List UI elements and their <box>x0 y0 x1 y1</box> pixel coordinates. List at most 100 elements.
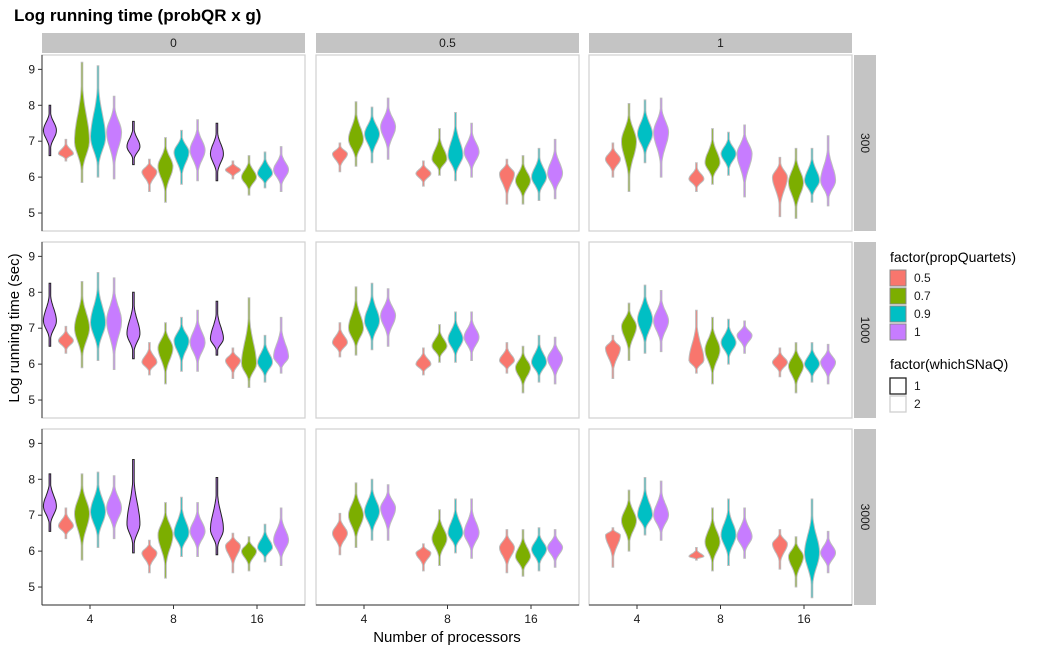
violin <box>637 477 653 536</box>
violin <box>704 507 721 572</box>
violin <box>736 507 753 559</box>
y-tick-label: 7 <box>28 508 35 522</box>
violin <box>547 336 564 385</box>
violin <box>189 309 206 372</box>
violin <box>463 498 480 559</box>
col-strip-label: 0.5 <box>439 36 456 50</box>
violin <box>447 311 464 363</box>
violin <box>736 124 753 198</box>
y-tick-label: 6 <box>28 544 35 558</box>
violin <box>636 284 654 354</box>
violin <box>447 498 464 554</box>
y-tick-label: 9 <box>28 249 35 263</box>
panel: 5 6 7 8 9 <box>28 54 306 232</box>
fill-legend-label: 0.7 <box>914 289 931 303</box>
x-tick-label: 8 <box>444 612 451 626</box>
color-legend-key <box>889 395 907 413</box>
panel <box>588 241 853 419</box>
violin <box>688 547 705 561</box>
violin <box>224 532 241 574</box>
violin <box>463 311 480 361</box>
x-tick-label: 4 <box>361 612 368 626</box>
violin <box>225 347 241 379</box>
x-tick-label: 4 <box>87 612 94 626</box>
fill-legend-key <box>889 269 907 287</box>
violin <box>256 334 274 383</box>
violin <box>332 142 348 173</box>
violin <box>463 122 480 178</box>
violin-snaq1 <box>42 473 57 532</box>
violin <box>257 523 273 563</box>
violin <box>157 502 174 579</box>
color-legend-title: factor(whichSNaQ) <box>890 356 1008 372</box>
panel: 4 8 16 <box>315 428 580 626</box>
panel <box>315 241 580 419</box>
fill-legend-label: 0.5 <box>914 271 931 285</box>
y-tick-label: 5 <box>28 393 35 407</box>
violin <box>787 342 805 394</box>
violin <box>530 334 548 383</box>
violin <box>688 309 705 374</box>
violin <box>820 530 836 574</box>
fill-legend-key <box>889 305 907 323</box>
color-legend-label: 2 <box>914 397 921 411</box>
violin <box>604 142 621 178</box>
violin <box>653 290 670 353</box>
y-axis-title: Log running time (sec) <box>6 253 23 402</box>
violin <box>224 160 241 180</box>
violin <box>89 471 107 548</box>
x-tick-label: 16 <box>524 612 538 626</box>
violin <box>788 147 805 219</box>
violin-snaq1 <box>209 300 224 356</box>
violin <box>106 95 123 180</box>
violin <box>332 512 348 556</box>
violin <box>431 509 448 566</box>
panel-border <box>41 54 306 232</box>
violin <box>531 147 547 201</box>
violin <box>57 138 74 162</box>
violin <box>515 155 531 205</box>
violin <box>58 507 74 540</box>
violin <box>189 502 206 557</box>
violin-snaq1 <box>126 459 141 554</box>
violin <box>189 119 206 182</box>
fill-legend-key <box>889 323 907 341</box>
violin <box>380 484 396 541</box>
row-strip-label: 3000 <box>858 504 872 531</box>
violin <box>363 282 381 351</box>
violin <box>73 473 91 561</box>
violin <box>514 345 532 394</box>
y-tick-label: 8 <box>28 98 35 112</box>
violin <box>173 129 190 185</box>
panel: 5 6 7 8 9 <box>28 241 306 419</box>
panel: 4 8 16 <box>588 428 853 626</box>
violin <box>547 138 564 200</box>
violin <box>820 135 837 207</box>
violin <box>771 347 788 378</box>
violin <box>273 146 289 192</box>
violin <box>720 131 737 176</box>
violin-snaq1 <box>209 477 224 556</box>
violin <box>347 482 365 548</box>
violin <box>620 103 638 192</box>
row-strip-label: 1000 <box>858 317 872 344</box>
violin <box>498 158 515 205</box>
violin <box>173 496 190 557</box>
violin <box>736 320 753 354</box>
violin <box>431 324 448 363</box>
color-legend-label: 1 <box>914 379 921 393</box>
violin <box>240 155 258 196</box>
violin-snaq1 <box>126 120 141 166</box>
violin <box>273 507 290 566</box>
violin <box>636 99 654 164</box>
y-tick-label: 6 <box>28 357 35 371</box>
violin <box>106 475 122 540</box>
panel: 5 6 7 8 9 4 8 16 <box>28 428 306 626</box>
y-tick-label: 8 <box>28 472 35 486</box>
violin <box>240 297 258 388</box>
violin <box>771 529 788 570</box>
violin <box>273 316 290 374</box>
violin <box>803 342 821 383</box>
violin <box>771 156 788 218</box>
col-strip <box>316 33 579 53</box>
